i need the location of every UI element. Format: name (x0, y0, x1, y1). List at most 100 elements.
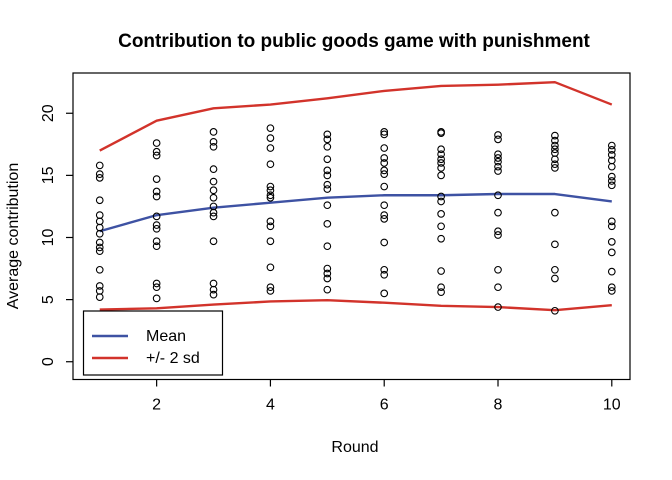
data-point (494, 191, 502, 200)
data-point (209, 142, 218, 151)
data-point (607, 172, 616, 181)
data-point (266, 160, 275, 169)
data-point (209, 237, 218, 246)
data-point (152, 192, 161, 201)
data-point (152, 224, 161, 233)
data-point (437, 222, 445, 231)
data-point (152, 175, 161, 183)
data-point (95, 247, 104, 256)
y-axis-title: Average contribution (5, 163, 22, 309)
data-point (323, 242, 332, 251)
axes-layer: 2 4 6 8 10 0 5 10 15 20 (40, 104, 621, 413)
data-point (266, 191, 275, 200)
data-point (607, 162, 616, 171)
data-point (380, 128, 389, 136)
data-point (437, 210, 445, 218)
data-point (380, 159, 389, 167)
data-point (209, 165, 218, 174)
data-point (323, 264, 332, 273)
x-tick-label: 4 (266, 397, 275, 414)
data-point (607, 248, 616, 257)
data-point (380, 154, 389, 162)
data-point (152, 221, 161, 229)
lower-sd-line (99, 299, 612, 312)
upper-sd-line (99, 80, 613, 152)
data-point (95, 174, 104, 182)
y-tick-label: 0 (40, 357, 57, 366)
data-point (266, 287, 275, 295)
data-point (380, 144, 389, 152)
data-point (266, 193, 275, 202)
data-point (380, 166, 389, 175)
data-point (380, 170, 389, 178)
data-point (209, 186, 218, 195)
data-point (380, 270, 389, 279)
data-point (607, 267, 616, 276)
data-point (494, 150, 502, 159)
data-point (437, 150, 445, 159)
x-axis-title: Round (331, 439, 378, 456)
data-point (494, 283, 502, 292)
data-point (380, 289, 389, 298)
data-point (494, 157, 502, 166)
legend: Mean +/- 2 sd (82, 310, 224, 376)
data-point (323, 274, 332, 283)
data-point (323, 201, 332, 210)
data-point (152, 283, 161, 292)
data-point (152, 151, 161, 160)
data-point (266, 124, 275, 133)
data-point (437, 155, 445, 164)
y-tick-label: 5 (40, 295, 57, 304)
data-point (209, 177, 218, 186)
data-point (209, 193, 218, 202)
data-point (437, 145, 445, 154)
data-point (380, 211, 389, 219)
data-point (437, 192, 445, 201)
data-point (437, 164, 445, 172)
data-point (323, 219, 332, 228)
data-point (437, 159, 445, 167)
data-point (494, 135, 502, 144)
data-point (323, 171, 332, 180)
data-point (551, 131, 559, 140)
data-point (607, 217, 616, 226)
series-layer (99, 80, 613, 312)
data-point (437, 267, 445, 275)
data-point (494, 303, 502, 311)
y-tick-label: 20 (40, 104, 57, 122)
data-point (607, 222, 616, 231)
data-point (266, 263, 275, 272)
data-point (266, 182, 275, 191)
data-point (607, 237, 616, 246)
data-point (607, 177, 616, 185)
data-point (551, 155, 559, 164)
data-point (152, 187, 161, 196)
data-point (551, 141, 559, 150)
data-point (152, 212, 161, 221)
data-point (494, 227, 502, 236)
data-point (607, 151, 616, 159)
data-point (607, 141, 616, 150)
data-point (95, 211, 104, 219)
data-point (551, 164, 559, 172)
data-point (266, 134, 275, 142)
data-point (551, 160, 559, 169)
data-point (95, 196, 104, 205)
data-point (323, 285, 332, 294)
data-point (551, 136, 559, 145)
data-point (152, 139, 161, 147)
data-point (209, 279, 218, 288)
data-point (266, 237, 275, 246)
data-point (95, 282, 104, 290)
data-point (437, 197, 445, 206)
data-point (95, 287, 104, 295)
data-point (323, 180, 332, 189)
data-point (551, 240, 559, 249)
data-point (437, 129, 445, 137)
data-point (95, 223, 104, 232)
mean-sd-line (99, 192, 612, 233)
data-point (437, 234, 445, 243)
data-point (607, 181, 616, 190)
data-point (494, 231, 502, 239)
